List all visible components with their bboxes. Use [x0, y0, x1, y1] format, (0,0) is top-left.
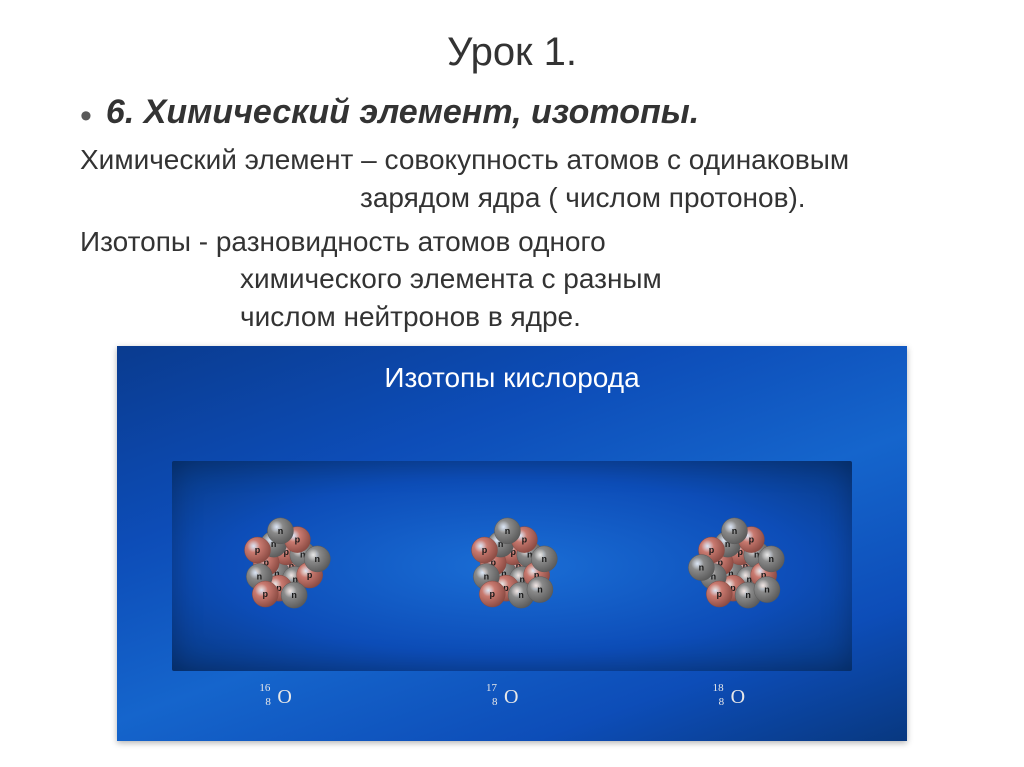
def-isotope-line1: Изотопы - разновидность атомов одного: [80, 226, 606, 257]
svg-text:n: n: [484, 572, 490, 582]
section-subtitle: 6. Химический элемент, изотопы.: [106, 93, 699, 132]
mass-number: 16: [259, 682, 270, 694]
svg-text:n: n: [768, 554, 774, 564]
slide: Урок 1. • 6. Химический элемент, изотопы…: [0, 0, 1024, 767]
isotope-panel: pnpnpnpnpnpnpnpn pnpnpnpnpnpnpnpnn pnpnp…: [172, 461, 852, 671]
isotope-figure: Изотопы кислорода pnpnpnpnpnpnpnpn pnpnp…: [117, 346, 907, 741]
page-title: Урок 1.: [50, 30, 974, 75]
svg-text:p: p: [490, 589, 496, 599]
svg-text:n: n: [257, 572, 263, 582]
def-isotope-line2: химического элемента с разным: [80, 260, 662, 298]
atomic-number: 8: [719, 696, 725, 708]
svg-text:n: n: [292, 590, 298, 600]
label-o16: 16 8 О: [265, 686, 305, 714]
nucleus-o17: pnpnpnpnpnpnpnpnn: [447, 501, 577, 631]
nucleus-o16: pnpnpnpnpnpnpnpn: [220, 501, 350, 631]
svg-text:n: n: [698, 563, 704, 573]
element-symbol: О: [731, 686, 745, 709]
subtitle-row: • 6. Химический элемент, изотопы.: [50, 93, 974, 133]
mass-number: 18: [713, 682, 724, 694]
svg-text:n: n: [764, 585, 770, 595]
label-o18: 18 8 О: [719, 686, 759, 714]
svg-text:p: p: [482, 545, 488, 555]
svg-text:n: n: [518, 590, 524, 600]
svg-text:p: p: [295, 535, 301, 545]
svg-text:p: p: [263, 589, 269, 599]
element-symbol: О: [277, 686, 291, 709]
svg-text:p: p: [748, 535, 754, 545]
svg-text:p: p: [307, 570, 313, 580]
nucleus-o18: pnpnpnpnpnpnpnpnnn: [674, 501, 804, 631]
label-o17: 17 8 О: [492, 686, 532, 714]
svg-text:p: p: [522, 535, 528, 545]
definition-element: Химический элемент – совокупность атомов…: [80, 141, 974, 217]
definition-isotope: Изотопы - разновидность атомов одного хи…: [80, 223, 974, 336]
svg-text:n: n: [505, 526, 511, 536]
svg-text:p: p: [255, 545, 261, 555]
svg-text:n: n: [315, 554, 321, 564]
figure-title: Изотопы кислорода: [117, 346, 907, 394]
svg-text:n: n: [731, 526, 737, 536]
svg-text:n: n: [745, 590, 751, 600]
def-element-line2: зарядом ядра ( числом протонов).: [80, 179, 806, 217]
svg-text:n: n: [278, 526, 284, 536]
element-symbol: О: [504, 686, 518, 709]
svg-text:p: p: [716, 589, 722, 599]
isotope-labels: 16 8 О 17 8 О 18 8 О: [172, 686, 852, 714]
atomic-number: 8: [265, 696, 271, 708]
atomic-number: 8: [492, 696, 498, 708]
bullet-icon: •: [80, 99, 92, 133]
svg-text:n: n: [542, 554, 548, 564]
def-isotope-line3: числом нейтронов в ядре.: [80, 298, 581, 336]
svg-text:p: p: [708, 545, 714, 555]
svg-text:n: n: [537, 585, 543, 595]
def-element-line1: Химический элемент – совокупность атомов…: [80, 144, 849, 175]
mass-number: 17: [486, 682, 497, 694]
